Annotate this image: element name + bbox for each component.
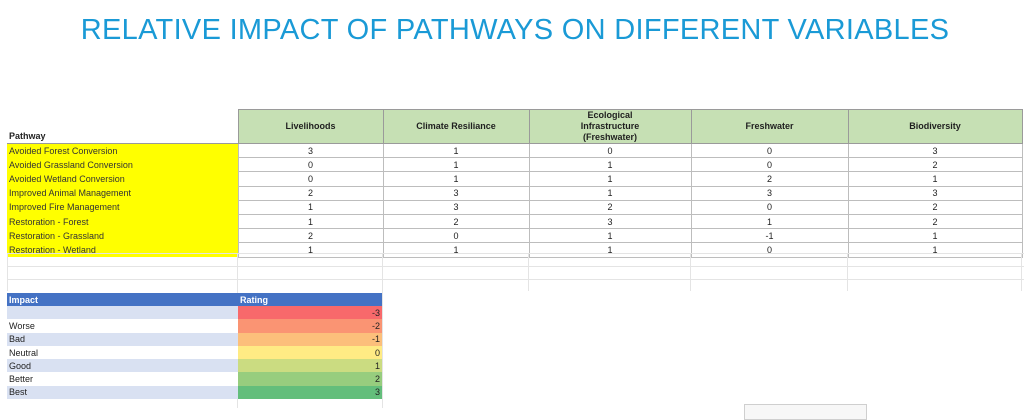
grid-line <box>382 253 383 408</box>
rating-value: 1 <box>238 359 382 373</box>
value-cell[interactable]: 2 <box>847 199 1023 215</box>
rating-legend-table: Impact Rating -3 Worse -2 Bad -1 Neutral 0 Good… <box>7 293 382 400</box>
value-cell[interactable]: 3 <box>847 185 1023 201</box>
value-cell[interactable]: 1 <box>237 199 384 215</box>
impact-label: Best <box>7 385 238 400</box>
value-cell[interactable]: 1 <box>528 157 692 173</box>
value-cell[interactable]: 1 <box>690 213 849 230</box>
impact-label: Bad <box>7 332 238 346</box>
value-cell[interactable]: 2 <box>237 228 384 244</box>
rating-header: Rating <box>238 293 382 306</box>
legend-row: -3 <box>7 306 382 320</box>
value-cell[interactable]: 2 <box>528 199 692 215</box>
rating-value: 2 <box>238 372 382 386</box>
value-cell[interactable]: 0 <box>690 199 849 215</box>
table-row: Avoided Forest Conversion 3 1 0 0 3 <box>7 142 1023 159</box>
column-header-biodiversity: Biodiversity <box>847 109 1023 144</box>
table-row: Restoration - Forest 1 2 3 1 2 <box>7 213 1023 230</box>
legend-row: Bad -1 <box>7 332 382 346</box>
value-cell[interactable]: 1 <box>528 185 692 201</box>
value-cell[interactable]: 1 <box>237 213 384 230</box>
value-cell[interactable]: 3 <box>528 213 692 230</box>
pathway-name-cell[interactable]: Avoided Forest Conversion <box>7 143 238 158</box>
sheet-tab[interactable] <box>744 404 867 420</box>
rating-value: -1 <box>238 332 382 346</box>
rating-value: -3 <box>238 306 382 320</box>
pathway-name-cell[interactable]: Restoration - Forest <box>7 214 238 229</box>
value-cell[interactable]: 0 <box>382 228 530 244</box>
value-cell[interactable]: 3 <box>690 185 849 201</box>
value-cell[interactable]: 0 <box>528 142 692 159</box>
column-header-freshwater: Freshwater <box>690 109 849 144</box>
impact-label <box>7 306 238 320</box>
column-header-climate-resiliance: Climate Resiliance <box>382 109 530 144</box>
value-cell[interactable]: 0 <box>237 171 384 187</box>
pathway-name-cell[interactable]: Avoided Wetland Conversion <box>7 171 238 187</box>
value-cell[interactable]: 3 <box>237 142 384 159</box>
pathway-impact-table: Pathway Livelihoods Climate Resiliance E… <box>7 109 1023 258</box>
grid-line <box>847 253 848 291</box>
pathway-column-header: Pathway <box>7 109 238 144</box>
value-cell[interactable]: 2 <box>382 213 530 230</box>
impact-label: Neutral <box>7 345 238 360</box>
pathway-name-cell[interactable]: Restoration - Grassland <box>7 228 238 243</box>
impact-label: Good <box>7 359 238 373</box>
value-cell[interactable]: 1 <box>382 157 530 173</box>
grid-line <box>528 253 529 291</box>
legend-row: Neutral 0 <box>7 345 382 360</box>
table-header-row: Pathway Livelihoods Climate Resiliance E… <box>7 109 1023 144</box>
table-row: Improved Animal Management 2 3 1 3 3 <box>7 185 1023 201</box>
value-cell[interactable]: 1 <box>382 142 530 159</box>
value-cell[interactable]: 0 <box>690 142 849 159</box>
empty-grid-cells <box>7 253 1024 291</box>
grid-line <box>1021 253 1022 291</box>
value-cell[interactable]: 2 <box>237 185 384 201</box>
rating-value: 0 <box>238 345 382 360</box>
legend-row: Good 1 <box>7 359 382 373</box>
impact-label: Better <box>7 372 238 386</box>
value-cell[interactable]: -1 <box>690 228 849 244</box>
table-row: Avoided Wetland Conversion 0 1 1 2 1 <box>7 171 1023 187</box>
legend-header-row: Impact Rating <box>7 293 382 306</box>
table-row: Restoration - Grassland 2 0 1 -1 1 <box>7 228 1023 244</box>
impact-header: Impact <box>7 293 238 306</box>
value-cell[interactable]: 2 <box>847 157 1023 173</box>
value-cell[interactable]: 0 <box>690 157 849 173</box>
grid-line <box>690 253 691 291</box>
page-title: RELATIVE IMPACT OF PATHWAYS ON DIFFERENT… <box>80 14 950 46</box>
rating-value: -2 <box>238 319 382 333</box>
value-cell[interactable]: 1 <box>528 228 692 244</box>
value-cell[interactable]: 2 <box>847 213 1023 230</box>
value-cell[interactable]: 3 <box>847 142 1023 159</box>
pathway-name-cell[interactable]: Improved Animal Management <box>7 186 238 201</box>
value-cell[interactable]: 3 <box>382 199 530 215</box>
table-row: Improved Fire Management 1 3 2 0 2 <box>7 199 1023 215</box>
pathway-name-cell[interactable]: Avoided Grassland Conversion <box>7 157 238 172</box>
column-header-ecological-infrastructure: Ecological Infrastructure (Freshwater) <box>528 109 692 144</box>
impact-label: Worse <box>7 319 238 333</box>
value-cell[interactable]: 1 <box>382 171 530 187</box>
legend-row: Better 2 <box>7 372 382 386</box>
value-cell[interactable]: 0 <box>237 157 384 173</box>
value-cell[interactable]: 1 <box>528 171 692 187</box>
value-cell[interactable]: 1 <box>847 228 1023 244</box>
value-cell[interactable]: 3 <box>382 185 530 201</box>
legend-row: Best 3 <box>7 385 382 400</box>
pathway-name-cell[interactable]: Improved Fire Management <box>7 200 238 215</box>
column-header-livelihoods: Livelihoods <box>237 109 384 144</box>
rating-value: 3 <box>238 385 382 400</box>
value-cell[interactable]: 2 <box>690 171 849 187</box>
table-row: Avoided Grassland Conversion 0 1 1 0 2 <box>7 157 1023 173</box>
value-cell[interactable]: 1 <box>847 171 1023 187</box>
legend-row: Worse -2 <box>7 319 382 333</box>
